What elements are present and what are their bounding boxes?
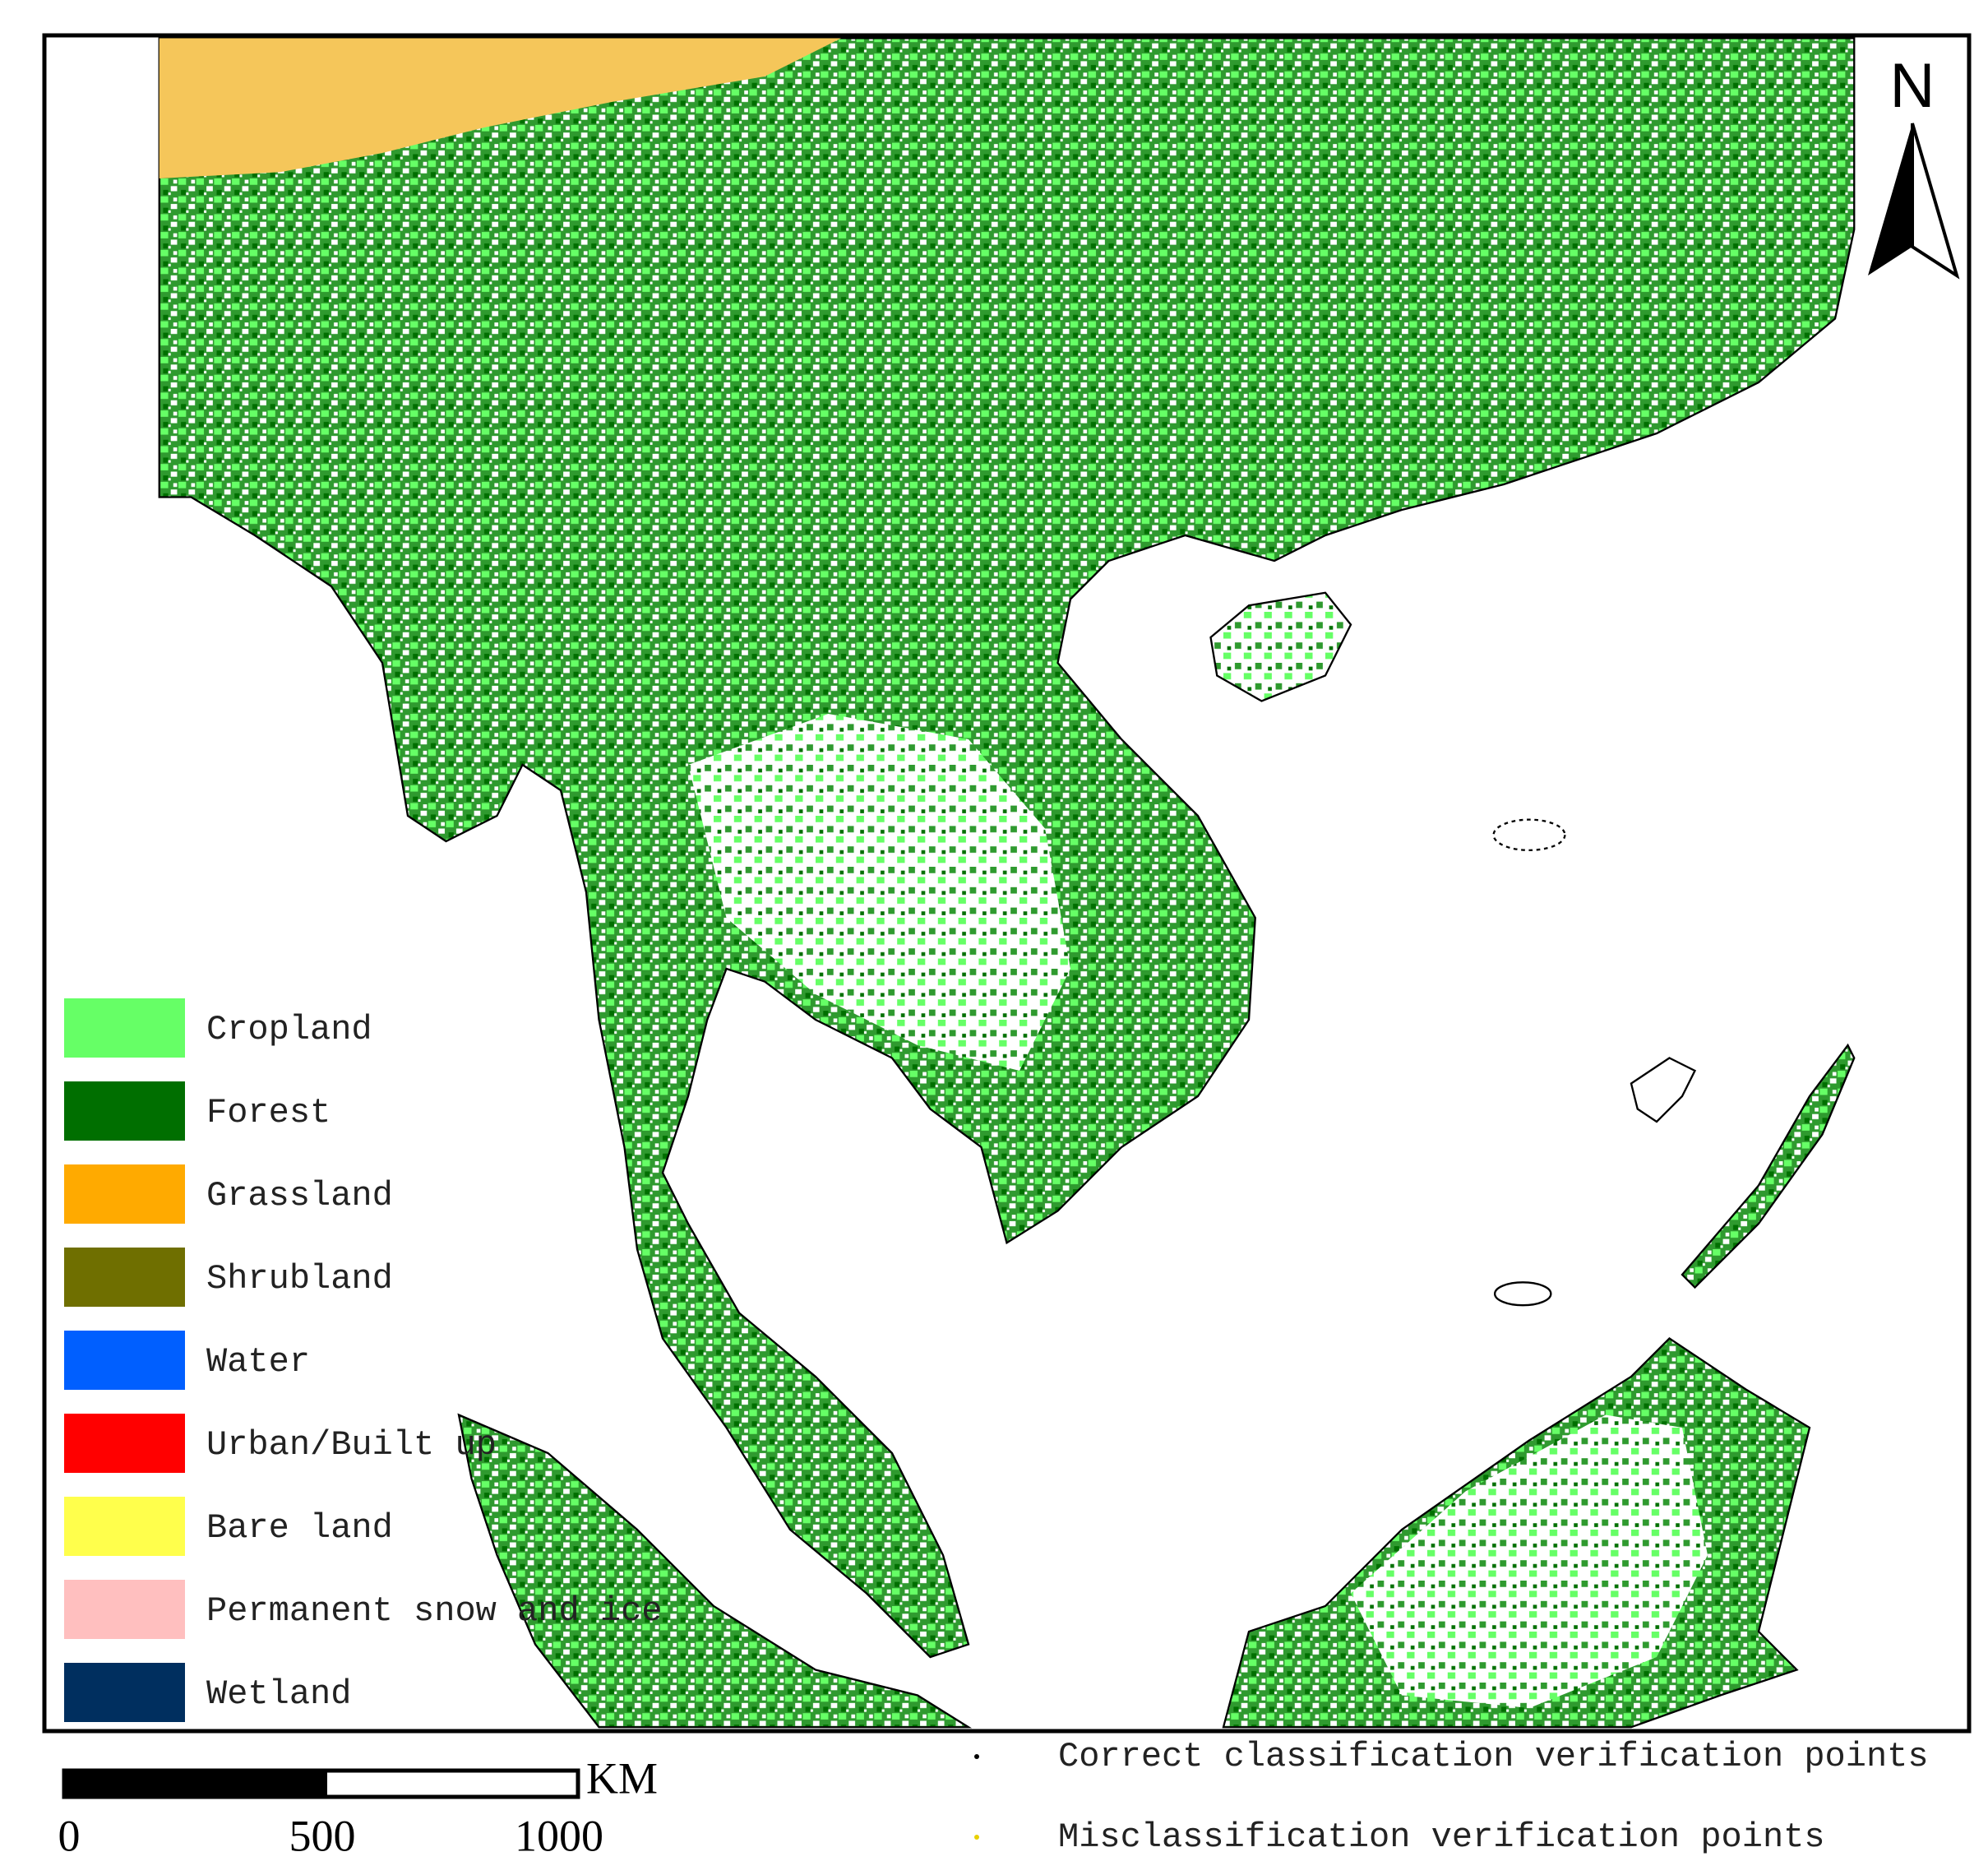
reef-outline (1492, 818, 1566, 852)
land-areas (158, 37, 1856, 1729)
legend-swatch (64, 1663, 185, 1722)
points-legend: Correct classification verification poin… (974, 1737, 1929, 1857)
scale-unit: KM (586, 1753, 658, 1803)
legend-label: Permanent snow and ice (206, 1591, 663, 1631)
legend-swatch (64, 998, 185, 1058)
legend-label: Forest (206, 1093, 331, 1132)
legend-label: Wetland (206, 1674, 351, 1714)
sumatra (457, 1413, 973, 1729)
legend-swatch (64, 1081, 185, 1141)
legend-label: Water (206, 1342, 310, 1382)
north-label: N (1890, 51, 1935, 121)
thailand-plain (688, 714, 1070, 1071)
legend: Cropland Forest Grassland Shrubland Water Urb… (64, 998, 663, 1722)
point-symbol (974, 1754, 979, 1759)
north-arrow-right (1911, 123, 1960, 280)
legend-swatch (64, 1331, 185, 1390)
hainan (1209, 591, 1352, 702)
legend-swatch (64, 1580, 185, 1639)
palawan (1681, 1043, 1856, 1289)
scale-label: 1000 (515, 1811, 603, 1860)
scale-bar-fill (64, 1771, 327, 1797)
scale-label: 500 (289, 1811, 356, 1860)
legend-label: Urban/Built up (206, 1425, 497, 1465)
reef-outline (1493, 1281, 1552, 1307)
legend-label: Grassland (206, 1176, 393, 1215)
points-legend-label: Misclassification verification points (1058, 1817, 1825, 1857)
legend-label: Shrubland (206, 1259, 393, 1299)
northern-grassland (159, 38, 841, 178)
scale-label: 0 (58, 1811, 81, 1860)
island-outline (1630, 1057, 1697, 1123)
legend-swatch (64, 1248, 185, 1307)
borneo-interior (1351, 1414, 1708, 1708)
north-arrow-left (1868, 123, 1912, 275)
legend-label: Cropland (206, 1010, 372, 1049)
legend-label: Bare land (206, 1508, 393, 1548)
points-legend-label: Correct classification verification poin… (1058, 1737, 1929, 1776)
legend-swatch (64, 1164, 185, 1224)
legend-swatch (64, 1497, 185, 1556)
point-symbol (974, 1835, 979, 1840)
legend-swatch (64, 1414, 185, 1473)
scale-labels: 0 500 1000 (58, 1811, 604, 1860)
